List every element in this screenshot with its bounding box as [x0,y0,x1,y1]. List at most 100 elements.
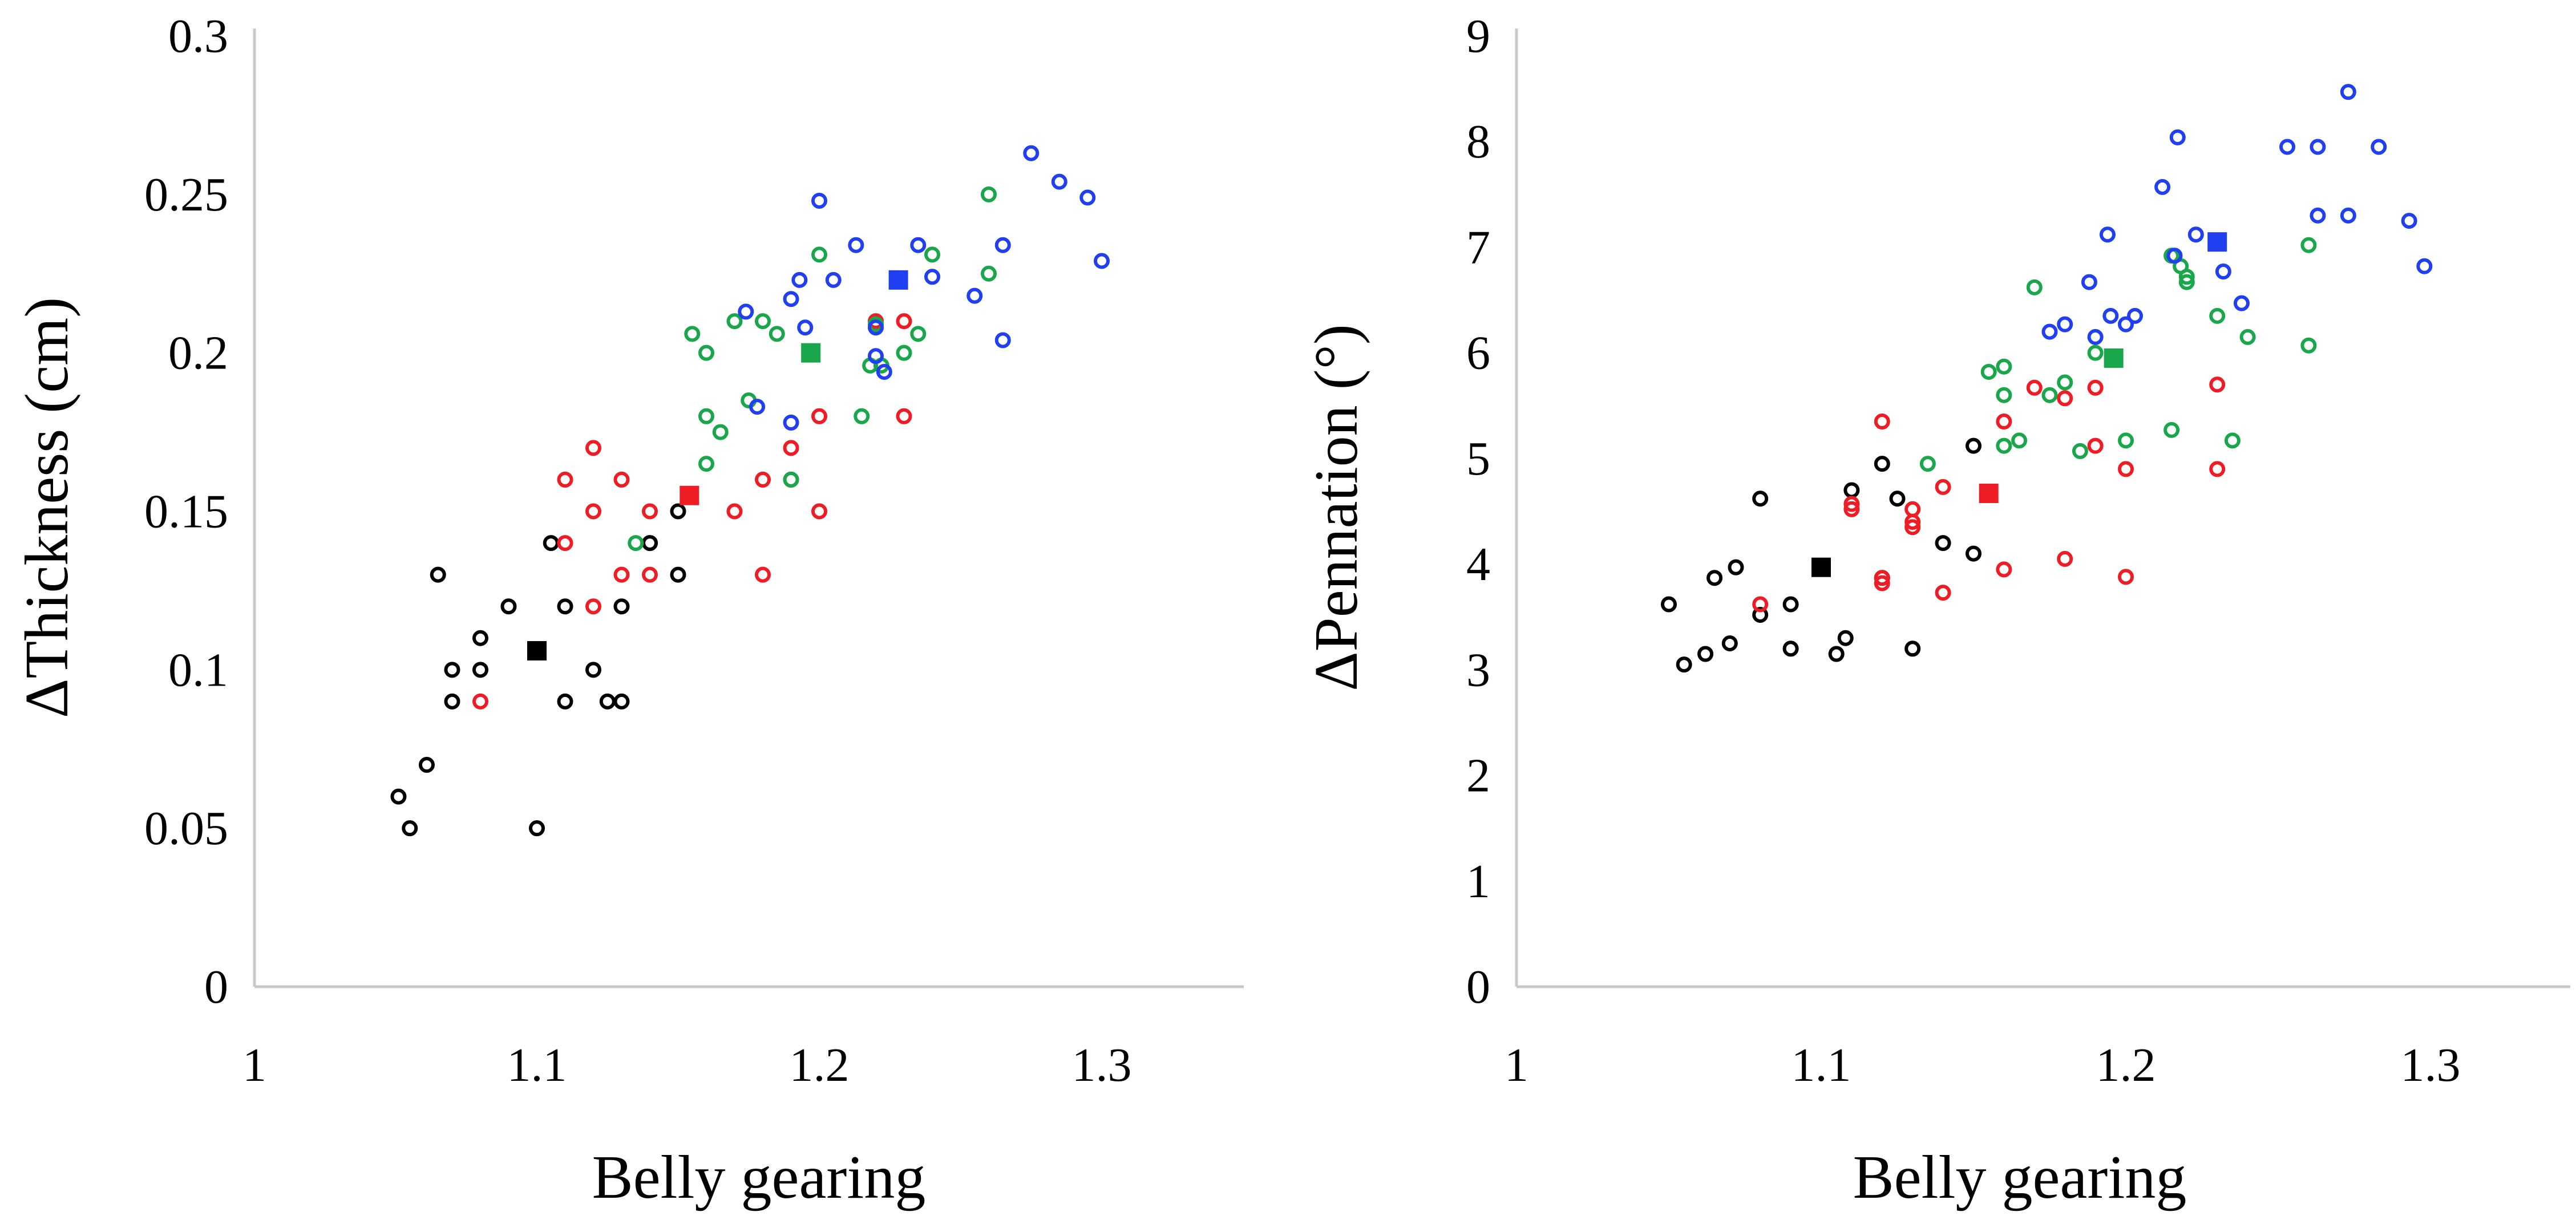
data-point-black [1676,656,1692,673]
data-point-blue [2057,316,2073,333]
data-point-blue [910,237,927,253]
data-point-blue [2102,307,2119,324]
data-point-blue [848,237,864,253]
data-point-red [755,566,771,583]
data-point-blue [783,291,799,307]
data-point-red [896,408,912,424]
data-point-green [712,424,729,440]
data-point-blue [1079,189,1096,206]
y-tick-label: 3 [1466,643,1490,696]
data-point-black [1782,596,1799,613]
data-point-blue [738,303,754,320]
data-point-blue [2340,84,2356,100]
y-tick-label: 0.2 [168,327,228,380]
data-point-green [769,326,785,342]
data-point-black [1752,607,1769,623]
y-axis-label: ΔPennation (°) [1303,324,1370,691]
y-tick-label: 1 [1466,855,1490,908]
y-tick-labels: 0 1 2 3 4 5 6 7 8 9 [1466,10,1490,1014]
data-point-green [854,408,870,424]
data-point-green [910,326,927,342]
y-tick-label: 8 [1466,115,1490,168]
x-tick-label: 1.1 [1792,1039,1851,1092]
data-point-blue [2041,323,2058,340]
data-point-black [1728,559,1744,575]
data-point-black [1837,630,1854,646]
data-point-black [1828,646,1845,662]
data-point-red [1935,479,1951,495]
data-point-green [2072,443,2088,459]
data-point-blue [2371,139,2387,155]
data-point-green [1996,358,2012,375]
data-point-green [2163,421,2180,438]
data-point-black [500,598,517,615]
x-tick-label: 1 [242,1039,266,1092]
data-point-red [2209,376,2226,393]
y-tick-label: 0.05 [144,802,228,855]
x-tick-label: 1.3 [1072,1039,1132,1092]
data-point-black [585,662,601,678]
data-point-black [557,693,573,710]
data-point-red [585,503,601,520]
data-point-black [430,566,446,583]
data-point-red [1843,496,1860,512]
data-point-blue [2401,213,2417,229]
data-point-black [472,630,488,646]
data-points [390,145,1110,837]
data-point-blue [2215,264,2231,280]
x-tick-label: 1.3 [2401,1039,2461,1092]
data-point-black [390,788,407,805]
x-tick-label: 1 [1505,1039,1528,1092]
mean-marker-green [801,343,821,363]
data-point-blue [868,319,884,336]
mean-marker-blue [888,270,908,290]
data-point-blue [2279,139,2296,155]
data-point-black [1966,437,1981,454]
data-points [1661,84,2433,673]
data-point-red [1874,414,1890,430]
y-tick-label: 7 [1466,221,1490,274]
data-point-red [1904,501,1921,517]
data-point-green [2041,387,2058,403]
data-point-green [783,471,799,488]
data-point-blue [2166,248,2183,264]
x-tick-label: 1.1 [507,1039,567,1092]
data-point-green [981,265,997,282]
data-point-blue [966,287,983,304]
data-point-blue [2118,316,2134,333]
thickness-chart: 0 0.05 0.1 0.15 0.2 0.25 0.3 1 1.1 1.2 1.3 Belly … [13,10,1244,1211]
data-point-red [557,471,573,488]
y-tick-label: 0 [1466,960,1490,1014]
y-tick-label: 0.3 [168,10,228,63]
data-point-blue [2233,295,2250,311]
data-point-black [1904,641,1921,657]
x-tick-labels: 1 1.1 1.2 1.3 [242,1039,1132,1092]
data-point-black [1697,646,1714,662]
data-point-black [670,503,686,520]
y-axis-label: ΔThickness (cm) [13,297,81,718]
data-point-blue [868,348,884,364]
x-tick-labels: 1 1.1 1.2 1.3 [1505,1039,2461,1092]
data-point-blue [2310,207,2326,224]
mean-marker-black [527,641,547,660]
mean-marker-red [1979,484,1999,504]
data-point-black [418,757,435,773]
data-point-red [2209,461,2226,477]
data-point-blue [994,332,1011,348]
data-point-blue [924,269,940,285]
data-point-green [726,313,743,330]
data-point-black [444,662,460,678]
data-point-blue [2187,226,2204,243]
data-point-green [2300,337,2317,354]
data-point-red [585,440,601,456]
data-point-green [2026,279,2043,295]
data-point-blue [1094,253,1110,269]
data-point-black [599,693,616,710]
data-point-green [698,344,714,361]
data-point-black [670,566,686,583]
data-point-green [2057,374,2073,391]
data-point-green [2178,274,2195,290]
data-point-green [2300,237,2317,253]
